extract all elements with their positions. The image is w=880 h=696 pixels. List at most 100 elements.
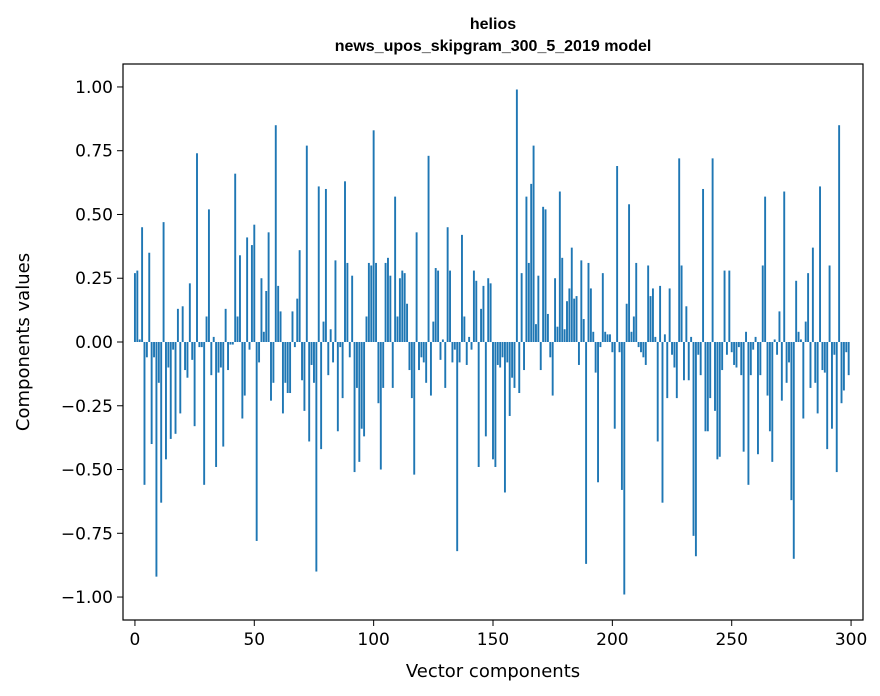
bar: [382, 342, 385, 388]
bar: [227, 342, 229, 371]
bar: [449, 270, 451, 342]
bar: [754, 336, 757, 342]
bar: [566, 301, 568, 342]
bar: [255, 342, 258, 541]
bar: [468, 336, 471, 342]
bar: [539, 342, 542, 371]
bar: [463, 316, 466, 342]
bar: [640, 342, 642, 353]
x-tick-label: 100: [357, 630, 389, 650]
bar: [439, 342, 442, 360]
bar: [506, 342, 509, 363]
bar: [549, 342, 552, 358]
bar: [429, 342, 432, 396]
bar: [647, 265, 650, 342]
y-tick-label: 0.00: [75, 333, 113, 353]
bar: [191, 342, 194, 360]
bar: [573, 298, 576, 342]
bar: [503, 342, 506, 493]
bar: [728, 270, 731, 342]
x-tick-label: 150: [477, 630, 509, 650]
bar: [535, 324, 537, 342]
bar: [184, 342, 187, 371]
bar: [181, 306, 184, 342]
bar: [711, 158, 714, 342]
bar: [453, 342, 456, 350]
bar: [842, 342, 845, 391]
bar: [747, 342, 750, 485]
bar: [527, 262, 530, 342]
x-tick-label: 300: [835, 630, 867, 650]
bar: [666, 342, 669, 399]
bar: [222, 342, 225, 447]
bar: [241, 342, 244, 419]
bar: [616, 166, 619, 342]
bar: [451, 342, 454, 363]
bar: [788, 342, 790, 363]
bar: [551, 342, 554, 396]
bar: [651, 288, 654, 342]
bar: [415, 232, 418, 342]
bar: [229, 342, 232, 345]
bar: [441, 339, 444, 342]
bar: [260, 278, 263, 342]
bar: [804, 321, 807, 342]
bar: [174, 342, 177, 434]
bar: [592, 331, 595, 342]
bar: [353, 342, 356, 473]
bar: [310, 342, 313, 365]
bar: [823, 342, 826, 373]
bar: [544, 209, 547, 342]
bar: [461, 234, 463, 342]
bar: [518, 342, 521, 394]
bar: [790, 342, 793, 501]
x-tick-label: 200: [596, 630, 628, 650]
bar: [649, 296, 652, 342]
bar: [601, 273, 604, 342]
bar: [205, 316, 208, 342]
bar: [176, 308, 179, 342]
x-tick-label: 250: [715, 630, 747, 650]
bar: [398, 278, 401, 342]
bar: [492, 342, 494, 460]
bar: [348, 342, 351, 358]
bar: [217, 342, 220, 373]
bar: [515, 89, 518, 343]
bar: [296, 298, 299, 342]
bar: [718, 342, 721, 457]
bar: [301, 342, 303, 381]
bar: [642, 342, 645, 358]
bar: [391, 342, 394, 388]
bar: [477, 342, 480, 467]
bar: [219, 342, 222, 368]
bar: [838, 125, 841, 343]
bar: [833, 342, 836, 355]
bar: [410, 342, 413, 399]
bar: [792, 342, 795, 559]
bar: [623, 342, 626, 595]
bar: [234, 173, 237, 342]
bar: [169, 342, 172, 439]
bar: [236, 316, 239, 342]
bar: [740, 342, 743, 376]
bar: [444, 342, 447, 388]
bar: [432, 321, 435, 342]
bar: [489, 283, 492, 342]
bar: [384, 262, 387, 342]
bar: [172, 342, 175, 350]
bar: [379, 342, 382, 470]
bar: [270, 342, 272, 401]
bar: [530, 183, 533, 342]
x-tick-label: 0: [130, 630, 141, 650]
bar: [475, 280, 478, 342]
bar: [484, 342, 487, 437]
bar: [577, 342, 580, 365]
bar: [403, 273, 406, 342]
bar: [632, 316, 635, 342]
bar: [203, 342, 206, 485]
bar: [840, 342, 843, 404]
bar: [313, 342, 315, 383]
bar: [305, 145, 308, 342]
bar: [835, 342, 838, 473]
bar: [363, 342, 366, 437]
